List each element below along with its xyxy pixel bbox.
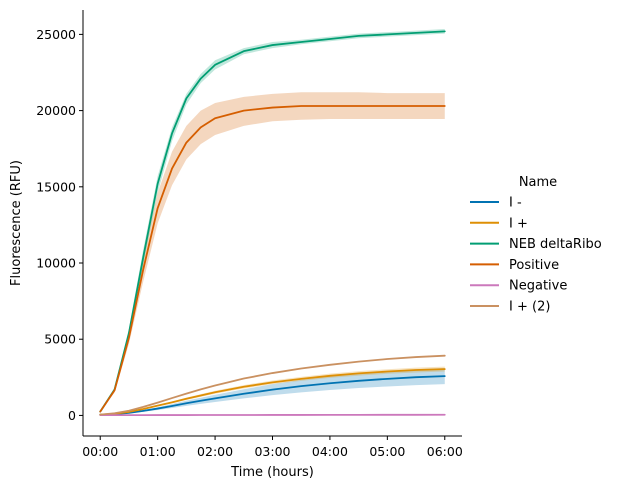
band-positive bbox=[100, 92, 445, 412]
x-tick-label: 05:00 bbox=[369, 444, 405, 459]
legend: Name I - I + NEB deltaRibo Positive Negative… bbox=[470, 175, 602, 315]
legend-label: I - bbox=[509, 196, 522, 211]
legend-label: Positive bbox=[509, 258, 559, 273]
y-tick-label: 0 bbox=[68, 408, 76, 423]
band-i bbox=[100, 366, 445, 415]
line-i-2 bbox=[99, 354, 446, 416]
legend-title: Name bbox=[519, 175, 557, 190]
x-tick-label: 04:00 bbox=[312, 444, 348, 459]
line-i bbox=[99, 375, 446, 416]
x-tick-label: 06:00 bbox=[427, 444, 463, 459]
x-tick-label: 02:00 bbox=[197, 444, 233, 459]
line-i bbox=[99, 368, 446, 416]
y-tick-label: 10000 bbox=[36, 256, 76, 271]
line-positive bbox=[99, 105, 446, 413]
legend-label: NEB deltaRibo bbox=[509, 237, 602, 252]
legend-items: I - I + NEB deltaRibo Positive Negative I + (… bbox=[470, 196, 602, 315]
x-tick-label: 01:00 bbox=[140, 444, 176, 459]
y-ticks: 0 5000 10000 15000 20000 25000 bbox=[36, 27, 83, 423]
y-tick-label: 20000 bbox=[36, 103, 76, 118]
axes: 00:00 01:00 02:00 03:00 04:00 05:00 06:00 0 500… bbox=[9, 10, 463, 480]
legend-label: I + bbox=[509, 216, 528, 231]
confidence-bands bbox=[100, 29, 445, 416]
y-axis-label: Fluorescence (RFU) bbox=[9, 160, 24, 286]
series-lines bbox=[99, 30, 446, 417]
x-axis-label: Time (hours) bbox=[230, 465, 314, 480]
y-tick-label: 25000 bbox=[36, 27, 76, 42]
x-tick-label: 03:00 bbox=[254, 444, 290, 459]
legend-label: I + (2) bbox=[509, 300, 550, 315]
y-tick-label: 15000 bbox=[36, 179, 76, 194]
x-ticks: 00:00 01:00 02:00 03:00 04:00 05:00 06:00 bbox=[82, 436, 463, 459]
x-tick-label: 00:00 bbox=[82, 444, 118, 459]
y-tick-label: 5000 bbox=[44, 332, 76, 347]
legend-label: Negative bbox=[509, 279, 567, 294]
line-neb-deltaribo bbox=[99, 30, 446, 413]
